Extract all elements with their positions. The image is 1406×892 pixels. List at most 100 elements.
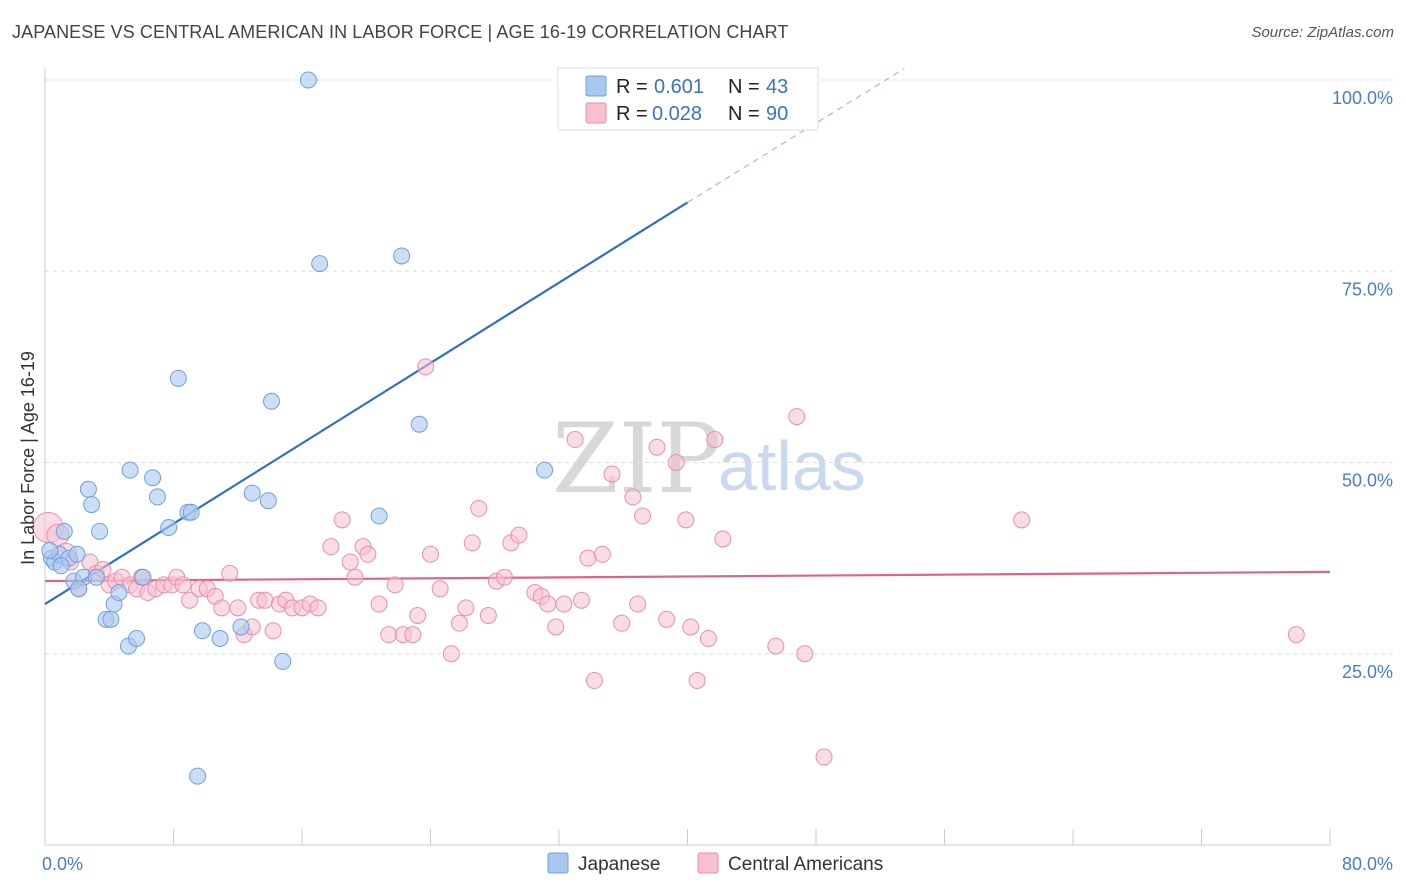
central-americans-point [579,549,597,567]
legend-central-n-value: 90 [766,103,788,125]
japanese-trend-extension [687,68,905,203]
central-americans-point [547,618,565,636]
central-americans-point [333,511,351,529]
y-tick-label: 100.0% [1332,88,1393,108]
legend-japanese-r-value: 0.601 [654,76,704,98]
central-americans-point [409,607,427,624]
japanese-point [110,584,128,602]
central-americans-point [555,595,573,613]
central-americans-point [181,591,199,609]
japanese-point [393,247,411,265]
central-americans-point [677,511,695,529]
japanese-point [299,71,317,89]
central-americans-point [442,645,460,663]
central-americans-point [648,438,666,456]
legend-japanese-swatch [585,75,607,97]
japanese-point [83,496,101,514]
central-americans-point [510,526,528,544]
legend-central-r-value: 0.028 [652,103,702,125]
central-americans-point [572,591,590,609]
japanese-points [41,71,554,785]
japanese-point [87,568,105,586]
japanese-point [41,541,59,559]
y-tick-labels: 25.0% 50.0% 75.0% 100.0% [1332,88,1393,682]
central-americans-point [370,595,388,613]
central-americans-point [404,626,422,644]
japanese-point [68,545,86,563]
japanese-point [70,580,88,598]
japanese-point [102,610,120,628]
x-tick-label: 0.0% [42,854,83,874]
bottom-legend-japanese-label: Japanese [578,854,660,875]
japanese-point [259,492,277,510]
central-americans-point [624,488,642,506]
y-tick-label: 25.0% [1342,662,1393,682]
central-americans-point [386,576,404,594]
legend-japanese-n-value: 43 [766,76,788,98]
central-americans-point [1013,511,1031,529]
central-americans-point [1287,626,1305,644]
central-americans-point [264,622,282,640]
y-axis-label: In Labor Force | Age 16-19 [18,351,38,565]
central-americans-point [796,645,814,663]
central-americans-point [634,507,652,525]
japanese-trend-line [44,201,689,605]
japanese-point [182,503,200,521]
central-americans-point [417,358,435,376]
legend-central-r-label: R = [616,103,648,125]
japanese-point [311,255,329,273]
central-americans-point [495,568,513,586]
central-americans-point [221,564,239,582]
central-americans-point [629,595,647,613]
bottom-legend-japanese-swatch [547,852,569,874]
central-americans-point [593,545,611,563]
japanese-point [274,652,292,670]
japanese-point [144,469,162,487]
central-americans-point [479,607,497,624]
axes [44,68,1331,846]
central-americans-point [682,618,700,636]
central-americans-point [463,534,481,552]
legend-central-n-label: N = [728,103,760,125]
japanese-point [410,415,428,433]
central-americans-point [256,591,274,609]
central-americans-point [613,614,631,632]
central-americans-point [470,499,488,517]
japanese-point [91,522,109,540]
central-americans-point [699,629,717,647]
central-americans-point [658,610,676,628]
japanese-point [121,461,139,479]
legend-japanese-n-label: N = [728,76,760,98]
japanese-point [232,618,250,636]
central-americans-point [585,672,603,690]
central-americans-point [322,538,340,556]
japanese-point [189,767,207,785]
legend-central-swatch [585,102,607,124]
gridlines [45,79,1395,655]
japanese-point [262,392,280,410]
x-tick-labels: 0.0% 80.0% [42,854,1393,874]
japanese-point [160,519,178,537]
central-americans-point [788,408,806,426]
central-americans-point [309,599,327,617]
central-americans-point [457,599,475,617]
chart-title: JAPANESE VS CENTRAL AMERICAN IN LABOR FO… [12,22,789,42]
central-americans-point [815,748,833,766]
central-americans-trend-line [44,570,1331,583]
y-tick-label: 75.0% [1342,279,1393,299]
central-americans-point [714,530,732,548]
watermark-atlas: atlas [718,427,866,505]
central-americans-point [431,580,449,598]
y-tick-label: 50.0% [1342,471,1393,491]
japanese-point [52,557,70,575]
central-americans-points [32,358,1305,766]
central-americans-point [341,553,359,571]
central-americans-point [706,431,724,449]
legend: R = 0.601 N = 43 R = 0.028 N = 90 [557,67,819,131]
japanese-point [148,488,166,506]
legend-japanese-r-label: R = [616,76,648,98]
central-americans-point [539,595,557,613]
bottom-legend: Japanese Central Americans [547,852,883,875]
japanese-point [79,480,97,498]
